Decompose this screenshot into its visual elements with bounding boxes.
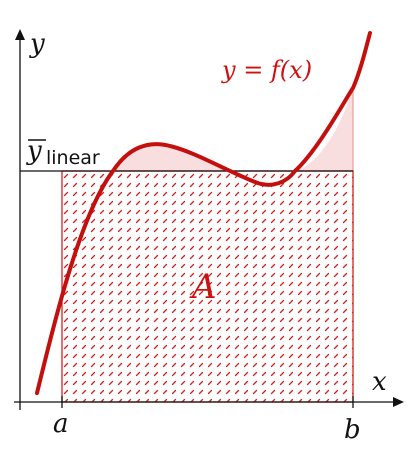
function-curve <box>35 31 372 395</box>
mean-value-label: y linear <box>26 136 100 169</box>
area-a-region <box>61 170 354 403</box>
mean-label-main: y <box>26 136 42 166</box>
area-label: A <box>189 267 217 307</box>
y-axis-label: y <box>29 29 45 59</box>
b-label: b <box>344 415 361 445</box>
x-axis-label: x <box>372 367 387 397</box>
x-axis-arrow <box>393 397 404 407</box>
excess-area-hump <box>113 144 232 171</box>
mean-label-sub: linear <box>46 147 100 169</box>
y-axis-arrow <box>15 29 25 40</box>
a-label: a <box>53 409 69 439</box>
excess-area-right <box>295 88 353 171</box>
function-label: y = f(x) <box>221 56 312 84</box>
